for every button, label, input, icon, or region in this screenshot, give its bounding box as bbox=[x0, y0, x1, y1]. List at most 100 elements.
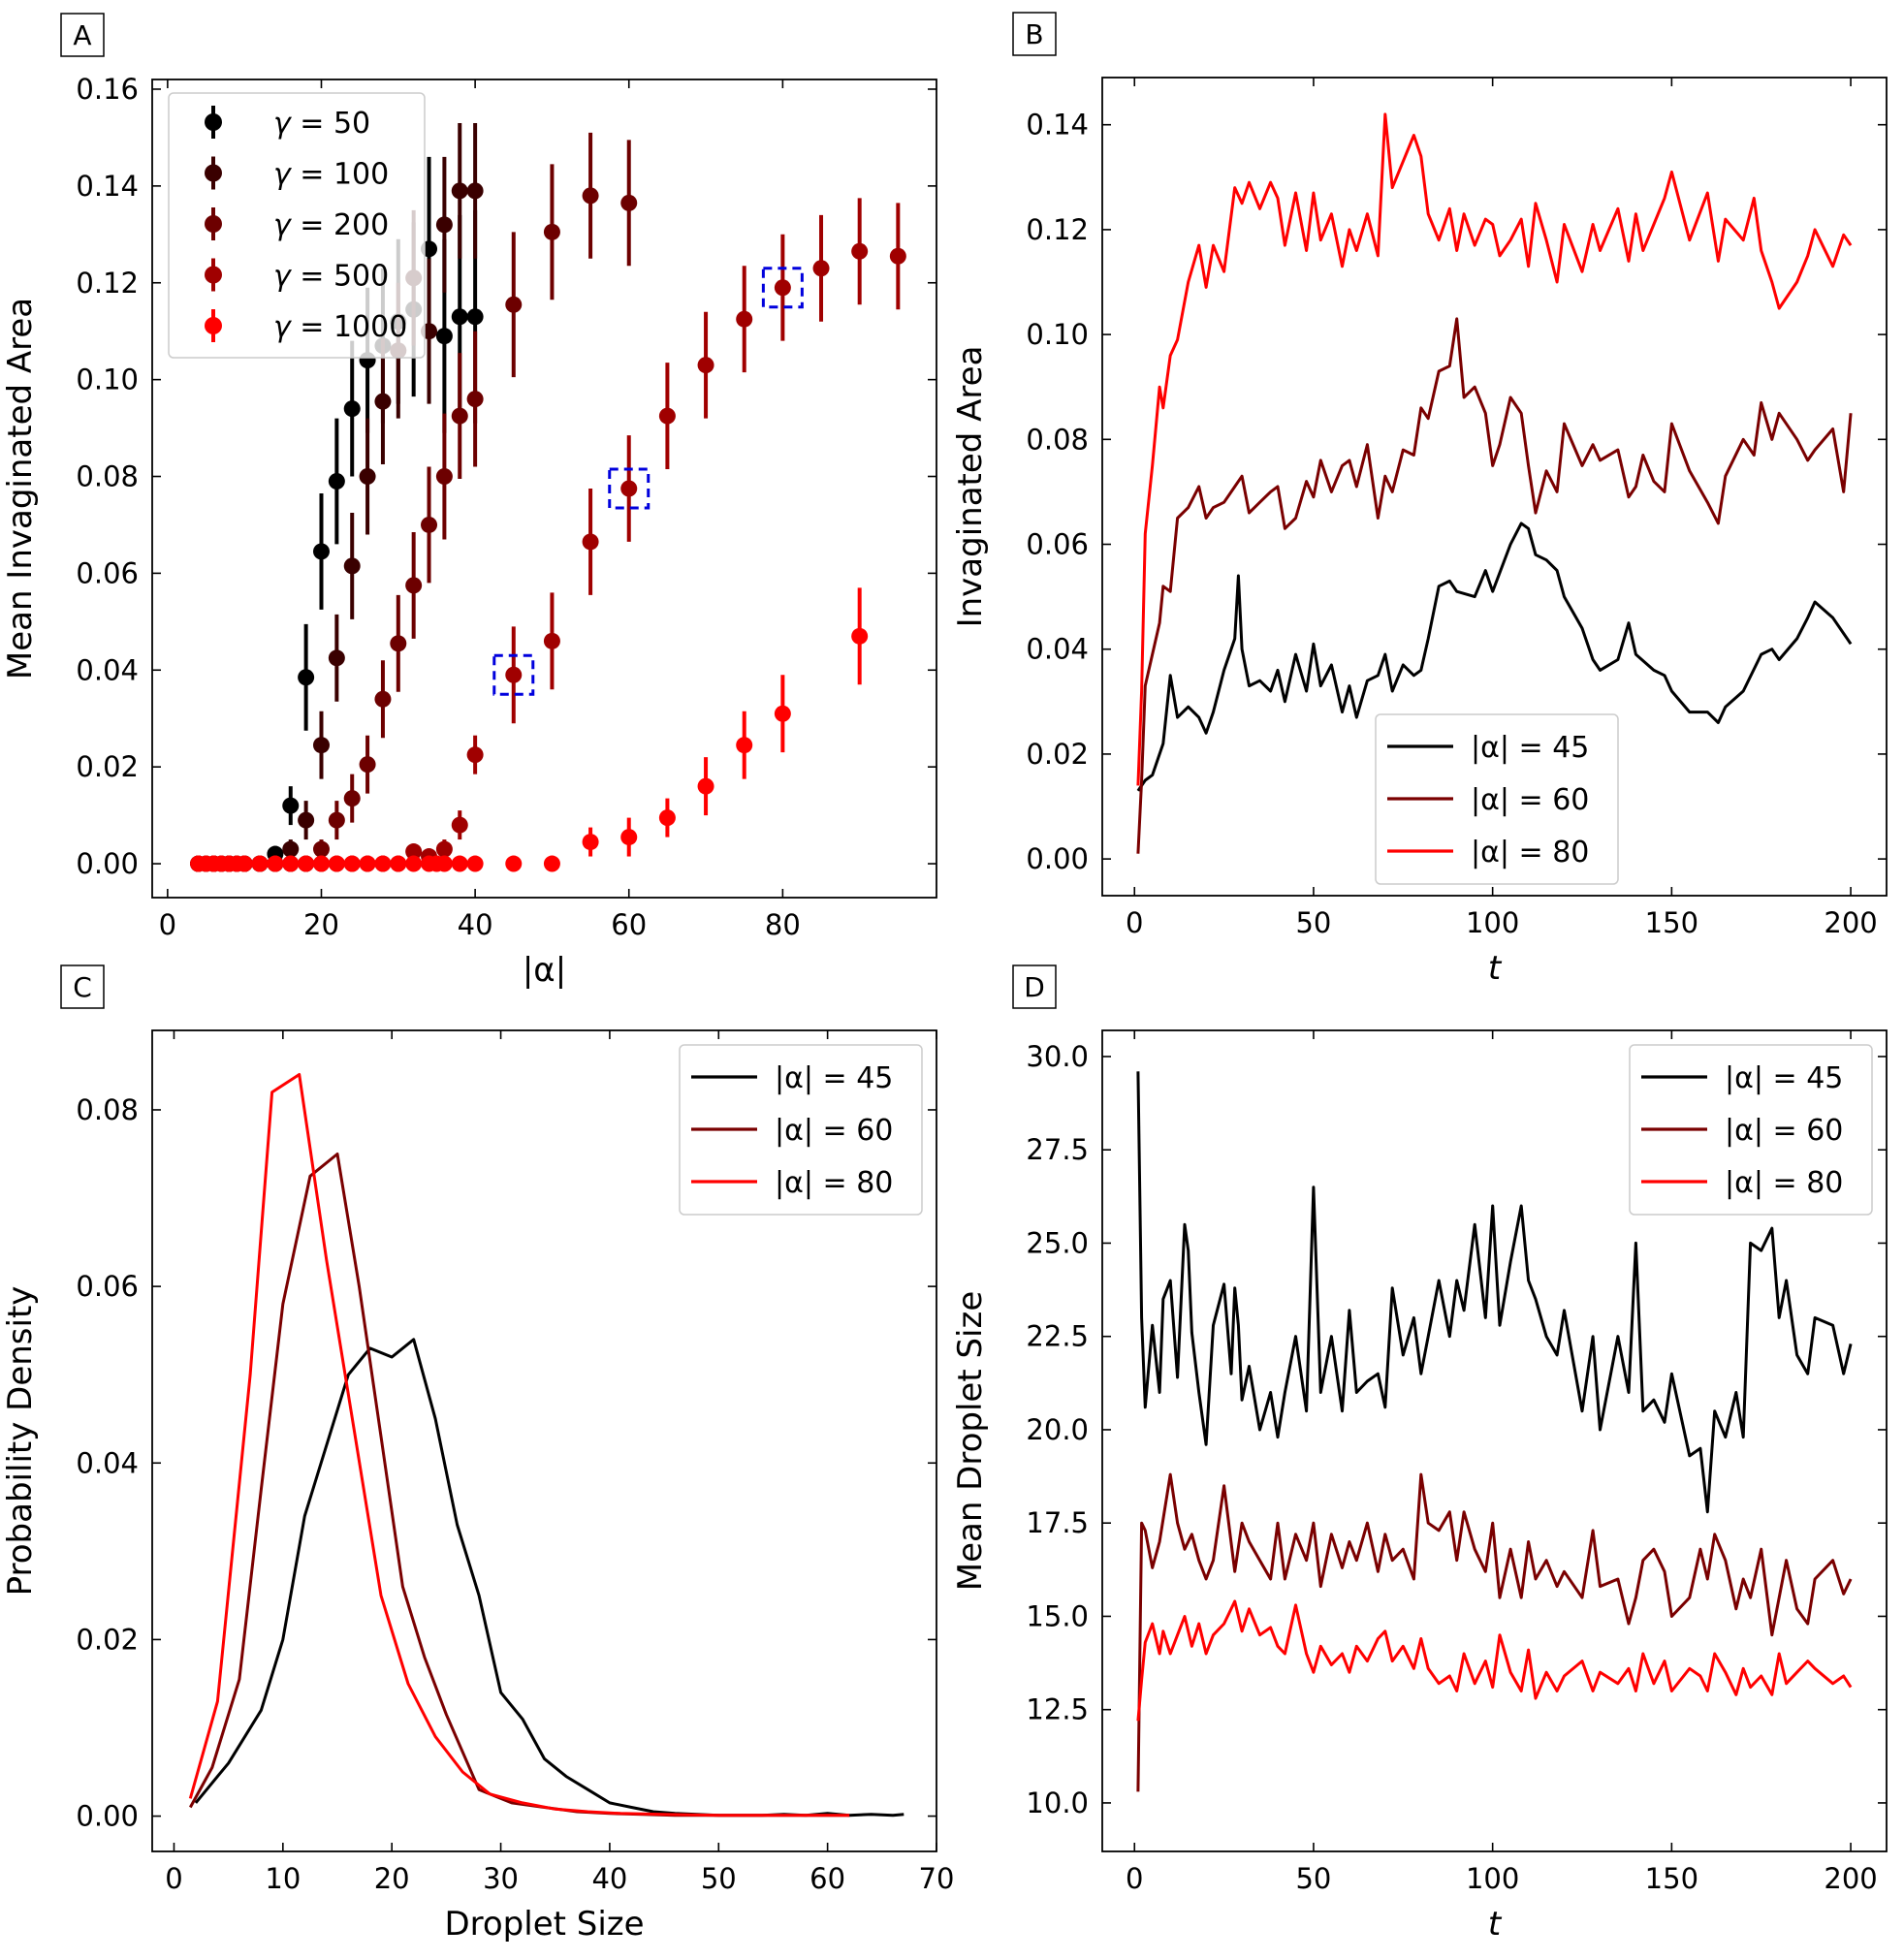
panel-c: C 0 10 20 30 40 50 60 70 0.00 0.02 0.04 0.06 0.08 Drop… bbox=[1, 964, 955, 1944]
data-point bbox=[282, 855, 300, 872]
data-point bbox=[343, 557, 361, 575]
data-point bbox=[620, 194, 638, 211]
series-line-alpha-60 bbox=[1136, 1472, 1853, 1792]
data-point bbox=[298, 855, 315, 872]
data-point bbox=[658, 407, 676, 425]
data-point bbox=[390, 855, 407, 872]
y-tick-label: 0.14 bbox=[1026, 109, 1089, 142]
data-point bbox=[343, 790, 361, 807]
legend-entry: γ = 100 bbox=[205, 156, 389, 192]
data-point bbox=[328, 855, 345, 872]
data-point bbox=[851, 627, 869, 645]
highlight-box bbox=[761, 267, 804, 309]
legend-label-value: 100 bbox=[333, 158, 389, 192]
x-tick-label: 70 bbox=[919, 1862, 955, 1895]
x-tick-label: 60 bbox=[809, 1862, 845, 1895]
legend-label-value: 1000 bbox=[333, 310, 407, 344]
series-line-alpha-80 bbox=[1136, 112, 1853, 786]
y-tick-label: 27.5 bbox=[1026, 1133, 1089, 1166]
axes-frame bbox=[1101, 77, 1888, 897]
panel-label-text: A bbox=[73, 19, 91, 51]
y-tick-label: 0.08 bbox=[76, 1093, 139, 1126]
data-point bbox=[543, 632, 560, 649]
data-point bbox=[451, 855, 468, 872]
data-point bbox=[435, 855, 453, 872]
data-point bbox=[267, 855, 284, 872]
legend-box bbox=[168, 92, 426, 359]
data-point bbox=[466, 308, 484, 326]
panel-a: A 0 20 40 60 80 0.00 0.02 0.04 0.06 0.08 0.10 0.12 0.… bbox=[1, 13, 937, 990]
series-line-alpha-45 bbox=[1136, 1071, 1853, 1514]
data-point bbox=[774, 279, 791, 297]
legend-entry: |α| = 80 bbox=[1387, 836, 1589, 869]
y-tick-label: 0.08 bbox=[1026, 423, 1089, 456]
y-tick-label: 12.5 bbox=[1026, 1693, 1089, 1726]
data-point bbox=[435, 216, 453, 234]
y-tick-label: 15.0 bbox=[1026, 1599, 1089, 1632]
x-axis-label: t bbox=[1488, 1905, 1503, 1944]
legend-label-symbol: γ = bbox=[273, 260, 333, 294]
panel-label-text: C bbox=[73, 971, 92, 1003]
legend-label: |α| = 45 bbox=[1725, 1061, 1843, 1095]
y-tick-label: 0.14 bbox=[76, 170, 139, 203]
x-tick-label: 0 bbox=[1126, 1862, 1143, 1895]
y-tick-label: 0.00 bbox=[76, 847, 139, 880]
legend-entry: |α| = 60 bbox=[1641, 1114, 1843, 1148]
data-point bbox=[543, 855, 560, 872]
panel-label: C bbox=[60, 964, 105, 1009]
y-tick-label: 10.0 bbox=[1026, 1786, 1089, 1819]
x-tick-label: 100 bbox=[1466, 1862, 1519, 1895]
x-tick-label: 100 bbox=[1466, 906, 1519, 939]
x-tick-label: 60 bbox=[611, 908, 647, 941]
legend-entry: |α| = 80 bbox=[691, 1166, 893, 1200]
legend-label: |α| = 60 bbox=[775, 1114, 893, 1148]
legend-box bbox=[1375, 713, 1619, 885]
x-tick-label: 30 bbox=[483, 1862, 519, 1895]
legend-box bbox=[679, 1044, 923, 1216]
series-line-alpha-45 bbox=[194, 1338, 904, 1818]
x-tick-label: 40 bbox=[458, 908, 493, 941]
data-point bbox=[466, 182, 484, 200]
y-tick-label: 0.06 bbox=[1026, 528, 1089, 561]
y-tick-label: 25.0 bbox=[1026, 1226, 1089, 1259]
y-tick-label: 0.00 bbox=[76, 1800, 139, 1833]
legend-entry: |α| = 80 bbox=[1641, 1166, 1843, 1200]
legend-marker bbox=[205, 215, 222, 233]
legend-label: γ = 100 bbox=[273, 158, 389, 192]
x-axis-label: Droplet Size bbox=[444, 1905, 644, 1944]
legend-entry: |α| = 45 bbox=[691, 1061, 893, 1095]
data-point bbox=[251, 855, 269, 872]
y-tick-label: 0.10 bbox=[76, 364, 139, 396]
data-point bbox=[620, 829, 638, 846]
data-point bbox=[697, 777, 714, 795]
data-point bbox=[421, 516, 438, 533]
y-tick-label: 0.06 bbox=[76, 1270, 139, 1303]
panel-label-text: D bbox=[1024, 971, 1045, 1003]
data-point bbox=[435, 840, 453, 858]
data-point bbox=[697, 357, 714, 374]
y-tick-label: 0.02 bbox=[76, 750, 139, 783]
data-point bbox=[328, 811, 345, 829]
legend-label-value: 200 bbox=[333, 208, 389, 242]
x-tick-label: 50 bbox=[701, 1862, 737, 1895]
data-point bbox=[312, 840, 330, 858]
y-tick-label: 0.12 bbox=[1026, 213, 1089, 246]
x-tick-label: 200 bbox=[1824, 1862, 1877, 1895]
data-point bbox=[658, 809, 676, 827]
panel-label-box bbox=[1012, 964, 1057, 1009]
legend-marker bbox=[205, 317, 222, 334]
x-tick-label: 50 bbox=[1295, 1862, 1331, 1895]
legend-marker bbox=[205, 164, 222, 182]
data-point bbox=[451, 308, 468, 326]
data-point bbox=[343, 400, 361, 418]
legend-label-value: 500 bbox=[333, 260, 389, 294]
panel-d: D 0 50 100 150 200 10.0 12.5 15.0 17.5 20.0 22.5 25.… bbox=[951, 964, 1888, 1944]
data-point bbox=[435, 328, 453, 345]
x-tick-label: 0 bbox=[165, 1862, 182, 1895]
legend-label-symbol: γ = bbox=[273, 158, 333, 192]
x-axis-label: t bbox=[1488, 949, 1503, 988]
y-axis-label: Probability Density bbox=[1, 1286, 40, 1596]
panel-label-box bbox=[60, 13, 105, 57]
